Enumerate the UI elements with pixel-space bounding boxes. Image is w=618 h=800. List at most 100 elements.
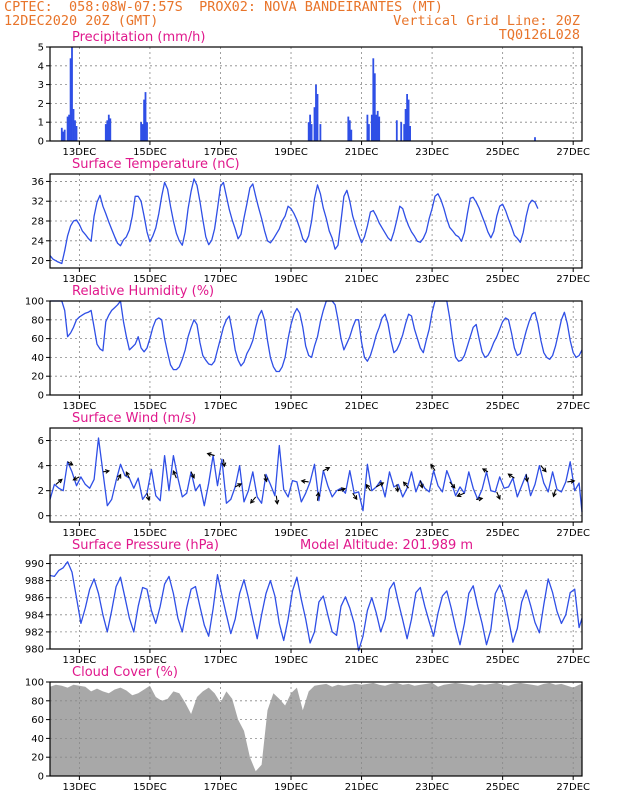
wind-arrow-shaft <box>496 491 501 500</box>
precip-bar <box>106 120 109 141</box>
panel1-xtick-label: 17DEC <box>204 147 238 158</box>
panel6-cloud-area <box>50 682 582 776</box>
panel2-xtick-label: 17DEC <box>204 274 238 285</box>
panel5-xtick-label: 23DEC <box>415 655 449 666</box>
panel6-xtick-label: 27DEC <box>556 782 590 793</box>
precip-bar <box>71 47 73 141</box>
wind-arrow-shaft <box>275 495 278 504</box>
wind-arrow-head <box>300 478 306 484</box>
panel3-series-line <box>50 300 583 373</box>
panel6-xtick-label: 25DEC <box>486 782 520 793</box>
header-date: 12DEC2020 20Z (GMT) <box>4 13 159 29</box>
panel6-ytick-label: 100 <box>25 678 44 689</box>
panel6-ytick-label: 20 <box>31 753 44 764</box>
panel5-xtick-label: 25DEC <box>486 655 520 666</box>
panel4-frame <box>49 427 583 523</box>
header-grid-note: Vertical Grid Line: 20Z <box>393 13 580 29</box>
panel2-xtick-label: 13DEC <box>63 274 97 285</box>
precip-bar <box>104 124 107 141</box>
wind-arrow-head <box>249 498 255 504</box>
panel5-title: Surface Pressure (hPa) <box>72 538 219 553</box>
panel5-xtick-label: 27DEC <box>556 655 590 666</box>
panel4-xtick-label: 19DEC <box>274 528 308 539</box>
panel6-ytick-label: 60 <box>31 715 44 726</box>
wind-arrow-head <box>145 496 151 502</box>
wind-arrow-shaft <box>250 496 257 504</box>
panel5-frame <box>49 554 583 650</box>
precip-bar <box>316 94 319 141</box>
wind-arrow-shaft <box>365 484 371 491</box>
panel3-xtick-label: 13DEC <box>63 401 97 412</box>
panel3-ytick-label: 60 <box>31 334 44 345</box>
panel4-title: Surface Wind (m/s) <box>72 411 196 426</box>
wind-arrow-head <box>325 466 331 472</box>
wind-arrow-head <box>456 492 462 498</box>
panel3-xtick-label: 17DEC <box>204 401 238 412</box>
precip-bar <box>107 114 110 141</box>
wind-arrow-head <box>570 478 576 484</box>
panel5-xtick-label: 13DEC <box>63 655 97 666</box>
panel5-ytick-label: 986 <box>25 593 44 604</box>
wind-arrow-head <box>315 491 321 497</box>
wind-arrow-head <box>419 483 424 489</box>
precip-bar <box>350 129 353 141</box>
precip-bar <box>400 122 403 141</box>
precip-bar <box>315 84 317 141</box>
panel6-xtick-label: 19DEC <box>274 782 308 793</box>
panel5-xtick-label: 19DEC <box>274 655 308 666</box>
precip-bar <box>347 116 350 141</box>
panel5-ytick-label: 990 <box>25 559 44 570</box>
wind-arrow-shaft <box>172 470 177 479</box>
panel4-xtick-label: 25DEC <box>486 528 520 539</box>
precip-bar <box>319 124 322 141</box>
panel1-title: Precipitation (mm/h) <box>72 30 205 45</box>
panel5-ytick-label: 980 <box>25 645 44 656</box>
wind-arrow-head <box>190 473 195 479</box>
wind-arrow-shaft <box>567 480 575 483</box>
panel3-ytick-label: 100 <box>25 297 44 308</box>
precip-bar <box>143 99 145 141</box>
panel6-xtick-label: 15DEC <box>133 782 167 793</box>
panel5-subtitle: Model Altitude: 201.989 m <box>300 538 473 553</box>
precip-bar <box>63 129 66 141</box>
precip-bar <box>376 110 379 141</box>
panel5-xtick-label: 21DEC <box>345 655 379 666</box>
precip-bar <box>75 126 78 141</box>
wind-arrow-head <box>507 473 513 478</box>
panel1-ytick-label: 3 <box>38 80 44 91</box>
panel1-xtick-label: 19DEC <box>274 147 308 158</box>
wind-arrow-shaft <box>553 489 557 497</box>
precip-bar <box>307 122 310 141</box>
panel3-frame <box>49 300 583 396</box>
precip-bar <box>404 109 407 141</box>
precip-bar <box>60 127 63 141</box>
wind-arrow-head <box>402 481 408 487</box>
header-model-id: TQ0126L028 <box>498 27 580 43</box>
precip-bar <box>141 124 144 141</box>
wind-arrow-shaft <box>207 453 215 457</box>
panel2-xtick-label: 15DEC <box>133 274 167 285</box>
panel2-series-line <box>49 178 539 265</box>
panel6-ytick-label: 80 <box>31 696 44 707</box>
panel3-xtick-label: 27DEC <box>556 401 590 412</box>
wind-arrow-head <box>365 483 371 489</box>
wind-arrow-shaft <box>146 493 150 501</box>
panel5-series-line <box>49 561 583 652</box>
wind-arrow-head <box>172 470 177 476</box>
panel1-xtick-label: 27DEC <box>556 147 590 158</box>
panel3-ytick-label: 80 <box>31 315 44 326</box>
wind-arrow-head <box>478 496 484 502</box>
precip-bar <box>409 126 411 141</box>
precip-bar <box>368 124 370 141</box>
precip-bar <box>378 116 381 141</box>
wind-arrow-head <box>481 468 487 473</box>
panel4-xtick-label: 27DEC <box>556 528 590 539</box>
panel1-xtick-label: 23DEC <box>415 147 449 158</box>
precip-bar <box>313 107 316 141</box>
precip-bar <box>140 122 142 141</box>
panel1-ytick-label: 1 <box>38 118 44 129</box>
wind-arrow-head <box>221 462 227 468</box>
panel3-xtick-label: 21DEC <box>345 401 379 412</box>
panel5-xtick-label: 15DEC <box>133 655 167 666</box>
wind-arrow-shaft <box>457 492 465 497</box>
